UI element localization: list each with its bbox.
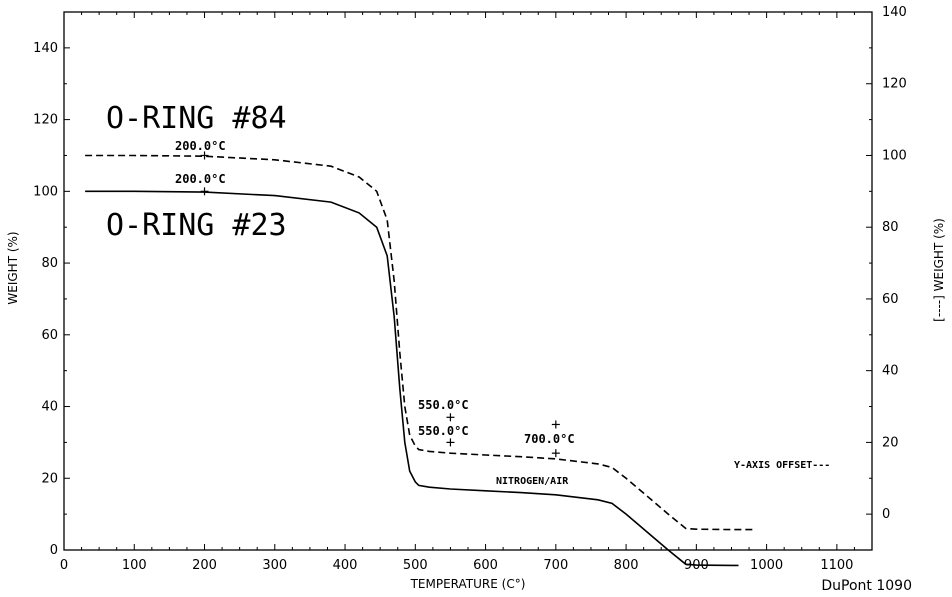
x-axis-title: TEMPERATURE (C°) bbox=[410, 577, 526, 591]
x-tick-label: 100 bbox=[122, 558, 147, 573]
x-tick-label: 800 bbox=[614, 558, 639, 573]
left-y-tick-label: 60 bbox=[41, 328, 58, 343]
left-y-tick-label: 80 bbox=[41, 256, 58, 271]
left-y-tick-label: 120 bbox=[33, 113, 58, 128]
left-y-axis-ticks: 0 20 40 60 80 100 120 140 bbox=[33, 11, 70, 558]
x-tick-label: 1000 bbox=[750, 558, 783, 573]
x-tick-label: 400 bbox=[333, 558, 358, 573]
x-tick-label: 700 bbox=[543, 558, 568, 573]
series-o-ring-84 bbox=[85, 154, 757, 531]
annotation-solid-700c: 700.0°C bbox=[524, 432, 575, 446]
right-y-axis-title: [----] WEIGHT (%) bbox=[932, 218, 946, 322]
annotation-solid-550c: 550.0°C bbox=[418, 424, 469, 438]
x-tick-label: 300 bbox=[262, 558, 287, 573]
left-y-tick-label: 20 bbox=[41, 471, 58, 486]
annotation-dashed-550c: 550.0°C bbox=[418, 398, 469, 412]
annotation-solid-200c: 200.0°C bbox=[175, 172, 226, 186]
right-y-tick-label: 40 bbox=[882, 364, 899, 379]
left-y-tick-label: 40 bbox=[41, 400, 58, 415]
annotation-atmosphere: NITROGEN/AIR bbox=[496, 476, 569, 487]
label-o-ring-84: O-RING #84 bbox=[106, 101, 287, 136]
right-y-tick-label: 140 bbox=[882, 5, 907, 20]
left-y-tick-label: 0 bbox=[50, 543, 58, 558]
right-y-tick-label: 60 bbox=[882, 292, 899, 307]
right-y-tick-label: 120 bbox=[882, 77, 907, 92]
right-y-tick-label: 20 bbox=[882, 435, 899, 450]
left-y-tick-label: 100 bbox=[33, 184, 58, 199]
left-y-axis-title: WEIGHT (%) bbox=[6, 231, 20, 304]
x-tick-label: 1100 bbox=[820, 558, 853, 573]
series-o-ring-23 bbox=[85, 190, 739, 567]
x-tick-label: 500 bbox=[403, 558, 428, 573]
annotation-y-axis-offset: Y-AXIS OFFSET--- bbox=[734, 460, 830, 471]
marker-layer bbox=[200, 151, 560, 458]
annotation-dashed-200c: 200.0°C bbox=[175, 139, 226, 153]
instrument-brand: DuPont 1090 bbox=[821, 578, 912, 594]
x-tick-label: 0 bbox=[60, 558, 68, 573]
right-y-tick-label: 80 bbox=[882, 220, 899, 235]
left-y-tick-label: 140 bbox=[33, 41, 58, 56]
right-y-tick-label: 100 bbox=[882, 148, 907, 163]
x-axis-ticks: 0 100 200 300 400 500 600 700 800 900 1000 1100 bbox=[60, 12, 873, 573]
x-tick-label: 600 bbox=[473, 558, 498, 573]
x-tick-label: 200 bbox=[192, 558, 217, 573]
series-layer bbox=[85, 154, 757, 567]
label-o-ring-23: O-RING #23 bbox=[106, 208, 287, 243]
right-y-axis-ticks: 0 20 40 60 80 100 120 140 bbox=[866, 5, 907, 551]
right-y-tick-label: 0 bbox=[882, 507, 890, 522]
